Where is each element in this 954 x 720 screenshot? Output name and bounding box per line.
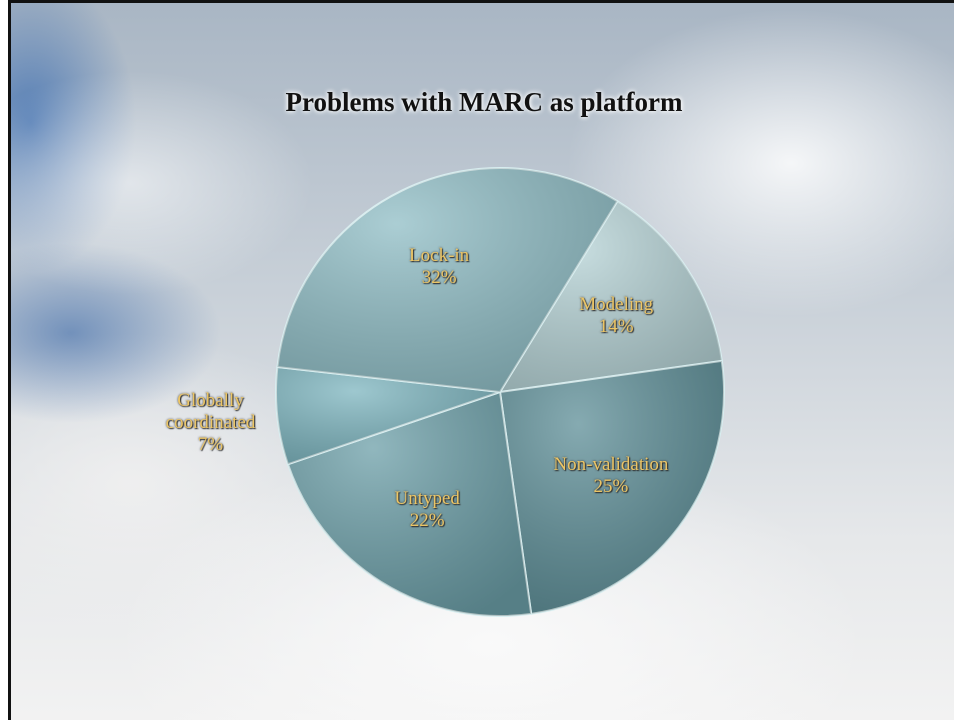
slide: Problems with MARC as platform Modeling 1… [8,0,954,720]
slice-shade [500,360,724,614]
value-label: 32% [421,267,457,289]
slice-label: Untyped 22% [362,488,492,532]
value-label: 22% [409,510,445,532]
category-label: Modeling [579,293,654,315]
slice-shade [287,392,532,617]
slice-label: Non-validation 25% [546,454,676,498]
slice-label: Globally coordinated 7% [146,390,276,456]
value-label: 14% [598,315,634,337]
category-label: Lock-in [409,245,470,267]
slice-label: Modeling 14% [551,294,681,338]
category-label: Globally coordinated [165,390,256,434]
value-label: 7% [197,434,224,456]
slice-shade [277,167,618,392]
slice-label: Lock-in 32% [374,245,504,289]
value-label: 25% [593,475,629,497]
category-label: Untyped [394,488,460,510]
slice-shade [276,367,500,465]
chart [275,167,725,617]
chart-title: Problems with MARC as platform [285,87,683,117]
slice-shade [500,201,722,392]
category-label: Non-validation [553,453,669,475]
